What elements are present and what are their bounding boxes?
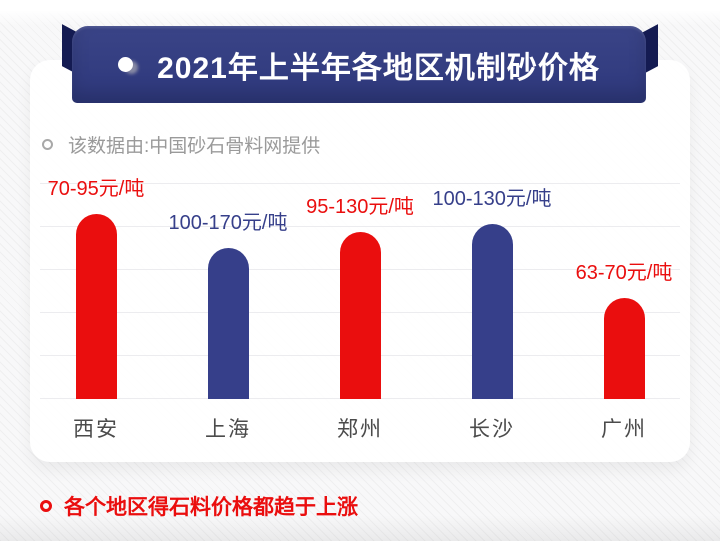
bar-chart: 70-95元/吨 100-170元/吨 95-130元/吨 100-130元/吨 63-…: [30, 170, 690, 399]
bar-column: 95-130元/吨: [294, 170, 426, 399]
conclusion-note: 各个地区得石料价格都趋于上涨: [40, 491, 358, 521]
bar-category-label: 郑州: [337, 418, 383, 441]
bar-value-label: 100-130元/吨: [432, 188, 552, 210]
bar: [339, 232, 381, 399]
bar: [207, 248, 249, 399]
bar-column: 100-130元/吨: [426, 170, 558, 399]
title-banner: 2021年上半年各地区机制砂价格: [72, 26, 646, 103]
conclusion-text: 各个地区得石料价格都趋于上涨: [64, 496, 358, 519]
gridline: [40, 183, 680, 184]
circle-bullet-icon: [42, 139, 53, 150]
bar-category-label: 上海: [205, 418, 251, 441]
category-axis: 西安 上海 郑州 长沙 广州: [30, 413, 690, 443]
bar-category-label: 广州: [601, 418, 647, 441]
bar: [75, 214, 117, 399]
gridline: [40, 226, 680, 227]
bar-column: 63-70元/吨: [558, 170, 690, 399]
bar-value-label: 70-95元/吨: [47, 178, 145, 200]
data-source-note: 该数据由:中国砂石骨料网提供: [42, 131, 320, 158]
white-ball-bullet-icon: [118, 57, 134, 72]
page-title: 2021年上半年各地区机制砂价格: [157, 51, 600, 85]
data-source-text: 该数据由:中国砂石骨料网提供: [68, 136, 321, 157]
bar-category-label: 长沙: [469, 418, 515, 441]
bar-value-label: 63-70元/吨: [575, 262, 673, 284]
bar-value-label: 95-130元/吨: [306, 196, 414, 218]
bar-value-label: 100-170元/吨: [168, 212, 288, 234]
bar: [471, 224, 513, 399]
bar-column: 70-95元/吨: [30, 170, 162, 399]
bar-category-label: 西安: [73, 418, 119, 441]
circle-bullet-icon: [40, 500, 52, 512]
bars-row: 70-95元/吨 100-170元/吨 95-130元/吨 100-130元/吨 63-…: [30, 170, 690, 399]
bar-column: 100-170元/吨: [162, 170, 294, 399]
bar: [603, 298, 645, 399]
